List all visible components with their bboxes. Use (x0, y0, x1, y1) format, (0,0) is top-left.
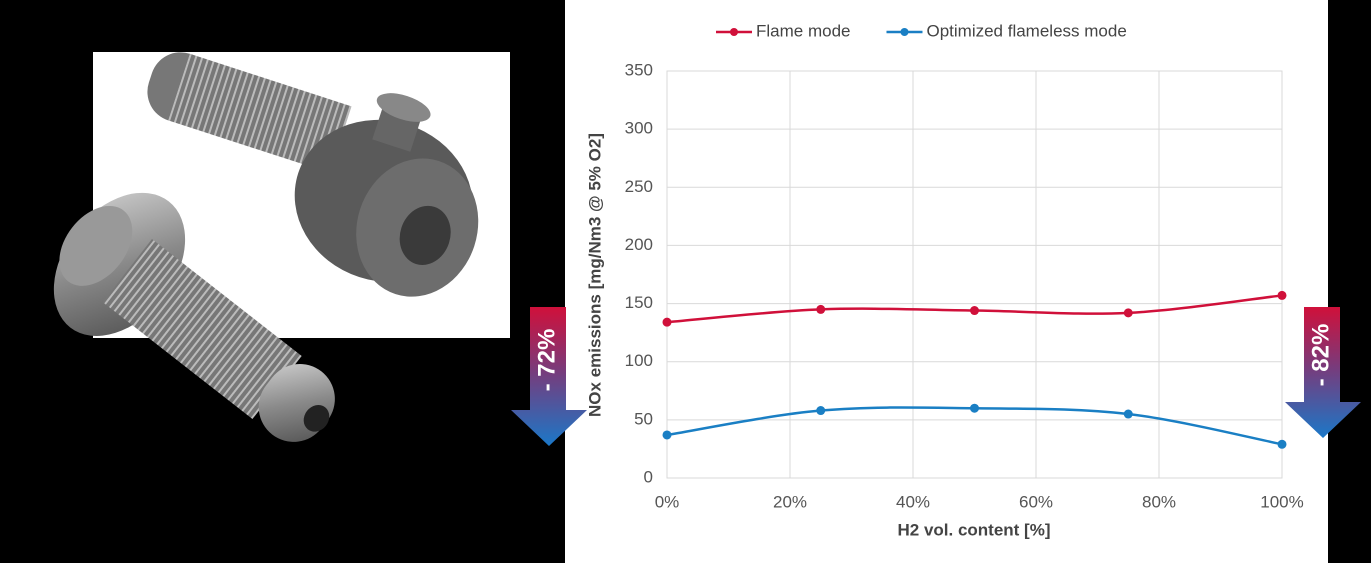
y-tick-label: 0 (644, 467, 653, 486)
x-tick-label: 100% (1260, 492, 1303, 511)
data-point (970, 306, 979, 315)
x-axis-label: H2 vol. content [%] (897, 520, 1050, 539)
y-tick-label: 100 (625, 351, 653, 370)
y-axis-label: NOx emissions [mg/Nm3 @ 5% O2] (585, 133, 604, 417)
legend-label: Flame mode (756, 21, 850, 40)
x-tick-label: 80% (1142, 492, 1176, 511)
y-tick-label: 150 (625, 293, 653, 312)
data-point (816, 305, 825, 314)
reduction-label: - 72% (533, 329, 560, 392)
plot-area (667, 71, 1282, 478)
figure: 0501001502002503003500%20%40%60%80%100% … (0, 0, 1371, 563)
x-tick-label: 0% (655, 492, 680, 511)
data-point (663, 430, 672, 439)
data-point (663, 318, 672, 327)
x-tick-label: 40% (896, 492, 930, 511)
data-point (1124, 308, 1133, 317)
data-point (1124, 410, 1133, 419)
data-point (1278, 291, 1287, 300)
data-point (816, 406, 825, 415)
y-tick-label: 250 (625, 177, 653, 196)
reduction-label: - 82% (1307, 324, 1334, 387)
legend-marker (730, 28, 738, 36)
x-tick-label: 60% (1019, 492, 1053, 511)
y-tick-label: 300 (625, 119, 653, 138)
data-point (1278, 440, 1287, 449)
y-tick-label: 50 (634, 409, 653, 428)
legend-marker (900, 28, 908, 36)
x-tick-label: 20% (773, 492, 807, 511)
data-point (970, 404, 979, 413)
y-tick-label: 200 (625, 235, 653, 254)
y-tick-label: 350 (625, 60, 653, 79)
legend-label: Optimized flameless mode (926, 21, 1126, 40)
